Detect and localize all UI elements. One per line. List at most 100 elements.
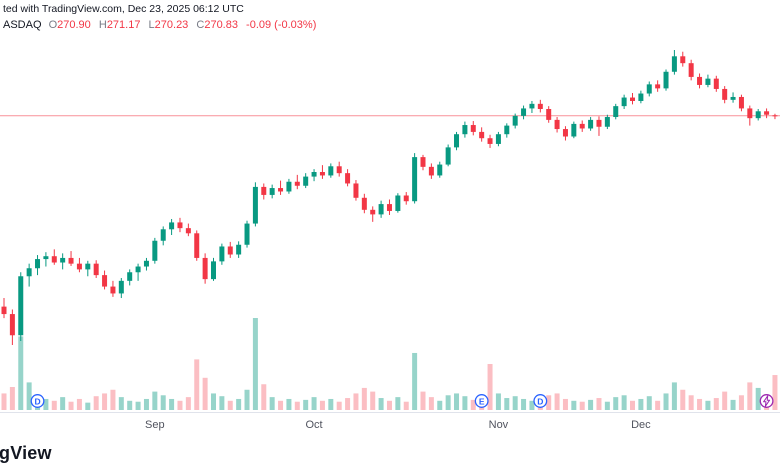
candle [705, 74, 711, 88]
candle [495, 131, 501, 147]
volume-bar [60, 397, 66, 410]
volume-bar [110, 389, 116, 410]
volume-bar [562, 398, 568, 410]
time-axis-label[interactable]: Sep [145, 419, 165, 431]
candle [454, 131, 460, 151]
volume-bar [730, 399, 736, 410]
volume-bar [336, 401, 342, 410]
volume-bar [470, 399, 476, 410]
volume-bar [705, 400, 711, 410]
candle [713, 75, 719, 92]
candle [479, 127, 485, 142]
candle [428, 163, 434, 179]
volume-bar [403, 401, 409, 410]
volume-bar [613, 397, 619, 410]
volume-bar [512, 396, 518, 410]
volume-bar [772, 375, 778, 410]
candle [169, 218, 175, 236]
candle [420, 154, 426, 171]
volume-bar [378, 398, 384, 410]
volume-bar [688, 395, 694, 410]
candle [613, 103, 619, 120]
candle [730, 92, 736, 103]
candle [512, 113, 518, 129]
time-axis-label[interactable]: Oct [305, 419, 322, 431]
volume-bar [143, 398, 149, 410]
volume-bar [76, 398, 82, 410]
candle [462, 121, 468, 138]
volume-bar [529, 400, 535, 410]
candle [278, 180, 284, 195]
volume-bar [269, 397, 275, 410]
candle [35, 255, 41, 276]
volume-bar [244, 389, 250, 410]
volume-bar [169, 398, 175, 410]
volume-bar [177, 400, 183, 410]
volume-bar [328, 398, 334, 410]
marker-letter: D [34, 396, 40, 406]
candle [93, 260, 99, 278]
candle [630, 92, 635, 105]
candle [747, 105, 753, 126]
candle [688, 59, 694, 81]
candle [554, 117, 560, 133]
volume-bar [738, 395, 744, 410]
volume-bar [386, 400, 392, 410]
volume-bar [504, 398, 510, 410]
volume-bar [26, 382, 32, 410]
candle [51, 249, 57, 265]
attribution-text: ted with TradingView.com, Dec 23, 2025 0… [3, 3, 244, 15]
candle [671, 50, 677, 75]
volume-bar [51, 400, 57, 410]
volume-bar [227, 400, 233, 410]
candle [328, 163, 334, 178]
close-value: 270.83 [204, 19, 238, 31]
volume-bar [118, 397, 124, 410]
candle [244, 220, 250, 248]
volume-bar [236, 398, 242, 410]
close-label: C [196, 19, 205, 31]
volume-bar [454, 393, 460, 410]
candle [110, 280, 116, 297]
marker-letter: E [479, 396, 485, 406]
tradingview-watermark[interactable]: gView [0, 443, 52, 463]
volume-bar [697, 398, 703, 410]
dividend-marker[interactable]: D [533, 394, 548, 408]
candle [412, 153, 418, 204]
candle [135, 263, 141, 281]
volume-bar [755, 387, 761, 410]
volume-bar [554, 393, 560, 410]
candle [596, 116, 602, 136]
candle [286, 178, 292, 194]
candle [386, 199, 392, 215]
marker-letter: D [537, 396, 543, 406]
volume-bar [663, 393, 669, 410]
volume-bar [722, 391, 728, 410]
candle [118, 277, 124, 299]
earnings-marker[interactable]: E [474, 394, 489, 408]
dividend-marker[interactable]: D [30, 394, 45, 408]
flash-marker[interactable] [759, 394, 774, 408]
symbol-label: ASDAQ [3, 19, 42, 31]
volume-bar [630, 400, 635, 410]
candle [252, 182, 258, 227]
candle [680, 51, 686, 67]
volume-bar [646, 396, 652, 410]
time-axis-label[interactable]: Nov [489, 419, 509, 431]
volume-bar [353, 393, 359, 410]
volume-bar [219, 396, 225, 410]
candle [219, 243, 225, 265]
volume-bar [680, 389, 686, 410]
candle [353, 180, 359, 201]
volume-bar [194, 359, 200, 410]
candle [370, 206, 376, 222]
volume-bar [638, 398, 644, 410]
candle [211, 257, 216, 281]
volume-bar [361, 387, 367, 410]
time-axis-label[interactable]: Dec [631, 419, 651, 431]
candle [68, 251, 74, 266]
candle [470, 121, 476, 136]
candle [194, 230, 200, 261]
